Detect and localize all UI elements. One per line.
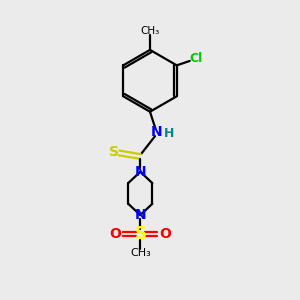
Text: N: N (151, 125, 162, 139)
Text: O: O (159, 227, 171, 241)
Text: CH₃: CH₃ (140, 26, 160, 36)
Text: N: N (134, 208, 146, 222)
Text: Cl: Cl (189, 52, 202, 65)
Text: CH₃: CH₃ (130, 248, 151, 258)
Text: S: S (134, 225, 146, 243)
Text: N: N (134, 165, 146, 179)
Text: S: S (109, 146, 119, 159)
Text: O: O (109, 227, 121, 241)
Text: H: H (164, 127, 174, 140)
